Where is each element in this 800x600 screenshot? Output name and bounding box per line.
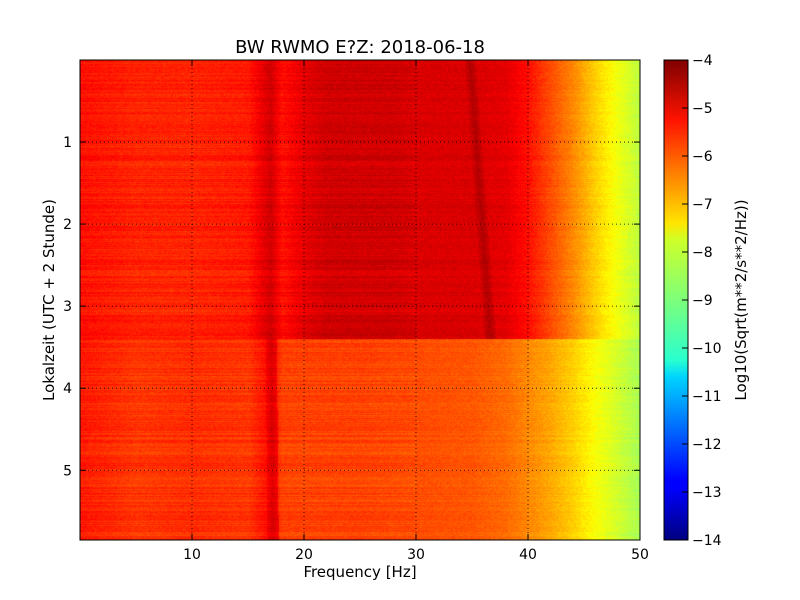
y-tick-label: 1 xyxy=(63,135,72,151)
colorbar-tick-label: −13 xyxy=(692,485,722,501)
colorbar-label: Log10(Sqrt(m**2/s**2/Hz)) xyxy=(732,199,750,400)
colorbar-tick-label: −7 xyxy=(692,197,713,213)
x-tick-label: 50 xyxy=(631,547,649,563)
x-axis-ticks: 10 20 30 40 50 xyxy=(183,60,649,563)
colorbar: −4 −5 −6 −7 −8 −9 −10 −11 −12 −13 −14 xyxy=(663,53,722,549)
grid-lines xyxy=(80,60,640,540)
x-tick-label: 40 xyxy=(519,547,537,563)
colorbar-tick-label: −10 xyxy=(692,341,722,357)
colorbar-tick-label: −14 xyxy=(692,533,722,549)
colorbar-ticks: −4 −5 −6 −7 −8 −9 −10 −11 −12 −13 −14 xyxy=(682,53,722,549)
colorbar-tick-label: −12 xyxy=(692,437,722,453)
y-axis-label: Lokalzeit (UTC + 2 Stunde) xyxy=(40,199,58,401)
colorbar-tick-label: −4 xyxy=(692,53,713,69)
colorbar-tick-label: −8 xyxy=(692,245,713,261)
colorbar-tick-label: −9 xyxy=(692,293,713,309)
chart-title: BW RWMO E?Z: 2018-06-18 xyxy=(235,37,485,58)
y-tick-label: 4 xyxy=(63,381,72,397)
plot-area: 10 20 30 40 50 1 2 3 4 5 xyxy=(63,59,649,563)
spectrogram-heatmap xyxy=(80,60,640,540)
x-tick-label: 10 xyxy=(183,547,201,563)
y-tick-label: 3 xyxy=(63,299,72,315)
x-tick-label: 20 xyxy=(295,547,313,563)
plot-frame xyxy=(79,59,641,541)
colorbar-tick-label: −5 xyxy=(692,101,713,117)
y-tick-label: 5 xyxy=(63,463,72,479)
colorbar-tick-label: −11 xyxy=(692,389,722,405)
y-tick-label: 2 xyxy=(63,217,72,233)
y-axis-ticks: 1 2 3 4 5 xyxy=(63,135,640,479)
x-tick-label: 30 xyxy=(407,547,425,563)
colorbar-tick-label: −6 xyxy=(692,149,713,165)
x-axis-label: Frequency [Hz] xyxy=(303,563,416,581)
